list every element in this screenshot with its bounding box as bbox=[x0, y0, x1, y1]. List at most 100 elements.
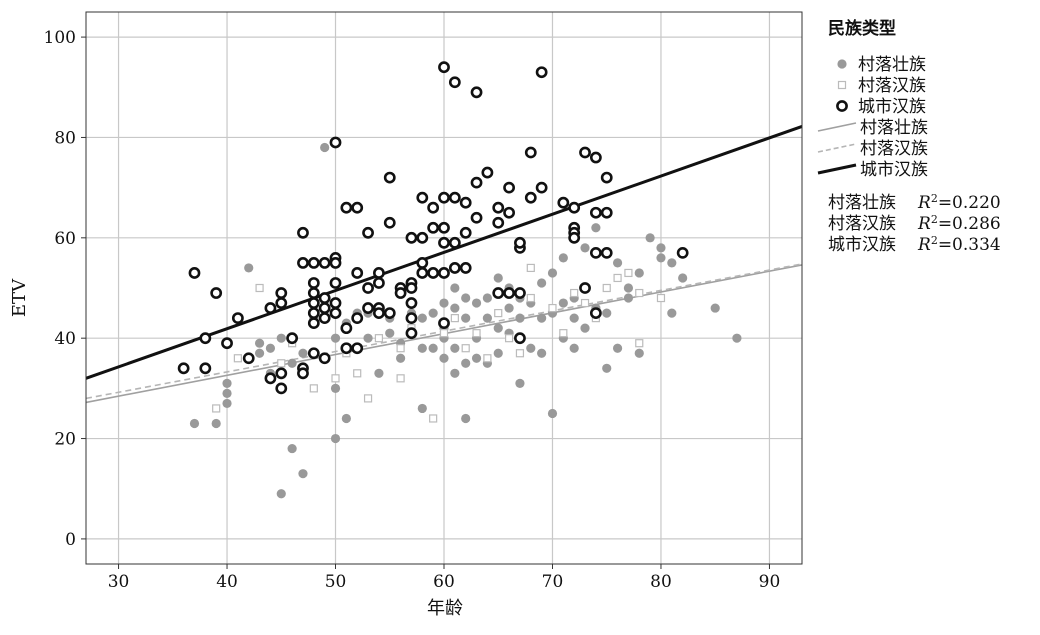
data-point bbox=[374, 334, 384, 343]
data-point bbox=[417, 343, 427, 353]
data-point bbox=[320, 142, 330, 153]
data-point bbox=[286, 332, 299, 345]
data-point bbox=[199, 362, 212, 375]
data-point bbox=[667, 308, 677, 318]
data-point bbox=[461, 344, 470, 353]
data-point bbox=[318, 302, 331, 314]
data-points bbox=[177, 61, 742, 499]
data-point bbox=[623, 293, 634, 303]
data-point bbox=[329, 277, 342, 289]
data-point bbox=[318, 257, 331, 269]
data-point bbox=[569, 313, 579, 323]
data-point bbox=[416, 231, 429, 244]
data-point bbox=[231, 312, 244, 325]
data-point bbox=[276, 333, 286, 343]
data-point bbox=[515, 349, 525, 358]
data-point bbox=[307, 257, 320, 269]
data-point bbox=[351, 201, 364, 214]
data-point bbox=[461, 293, 471, 303]
y-tick-label: 100 bbox=[44, 28, 76, 48]
x-tick-label: 60 bbox=[433, 572, 455, 592]
r-squared-label: 城市汉族 bbox=[828, 235, 896, 255]
data-point bbox=[396, 353, 406, 363]
data-point bbox=[307, 317, 320, 330]
data-point bbox=[353, 369, 362, 378]
plot-frame bbox=[85, 11, 803, 565]
data-point bbox=[341, 413, 351, 424]
y-tick-labels: 0 20 40 60 80 100 bbox=[44, 28, 76, 550]
data-point bbox=[373, 307, 385, 319]
legend-entry: 村落壮族 bbox=[817, 118, 928, 138]
legend-title: 民族类型 bbox=[828, 18, 896, 39]
data-point bbox=[242, 352, 255, 365]
data-point bbox=[416, 267, 429, 279]
series-3 bbox=[177, 61, 689, 395]
data-point bbox=[383, 216, 396, 229]
r-squared-label: 村落汉族 bbox=[828, 214, 896, 234]
data-point bbox=[275, 297, 288, 309]
legend-line bbox=[817, 122, 857, 132]
data-point bbox=[493, 323, 503, 333]
data-point bbox=[732, 333, 742, 343]
data-point bbox=[254, 348, 265, 358]
data-point bbox=[612, 258, 623, 268]
data-point bbox=[459, 226, 472, 239]
data-point bbox=[448, 236, 461, 249]
legend-entry: 村落壮族 bbox=[837, 55, 926, 75]
x-tick-label: 70 bbox=[542, 572, 564, 592]
data-point bbox=[428, 343, 438, 353]
data-point bbox=[580, 243, 590, 253]
data-point bbox=[600, 206, 613, 219]
r-squared-value: R2=0.334 bbox=[917, 234, 1001, 255]
data-point bbox=[189, 418, 200, 429]
data-point bbox=[373, 277, 385, 289]
legend-label: 城市汉族 bbox=[858, 97, 926, 117]
data-point bbox=[504, 334, 514, 343]
data-point bbox=[275, 367, 288, 380]
data-point bbox=[515, 313, 525, 323]
data-point bbox=[439, 329, 449, 338]
legend-marker bbox=[836, 100, 848, 112]
data-point bbox=[417, 313, 427, 323]
data-point bbox=[318, 312, 331, 325]
data-point bbox=[589, 307, 602, 319]
data-point bbox=[600, 171, 613, 184]
data-point bbox=[494, 308, 503, 318]
data-point bbox=[559, 329, 568, 338]
data-point bbox=[297, 257, 309, 269]
data-point bbox=[470, 86, 483, 99]
data-point bbox=[471, 298, 482, 308]
data-point bbox=[362, 226, 374, 239]
data-point bbox=[537, 278, 547, 288]
data-point bbox=[307, 297, 320, 309]
data-point bbox=[602, 308, 612, 318]
legend-entry: 城市汉族 bbox=[817, 160, 928, 180]
data-point bbox=[351, 267, 364, 279]
data-point bbox=[385, 328, 395, 338]
legend-line bbox=[817, 163, 857, 175]
data-point bbox=[374, 368, 384, 378]
data-point bbox=[493, 348, 503, 358]
data-point bbox=[503, 287, 515, 299]
legend-marker bbox=[837, 80, 847, 90]
data-point bbox=[405, 282, 418, 294]
data-point bbox=[526, 293, 535, 303]
x-tick-label: 80 bbox=[650, 572, 672, 592]
data-point bbox=[405, 231, 418, 244]
x-tick-label: 30 bbox=[108, 572, 130, 592]
data-point bbox=[461, 413, 471, 424]
data-point bbox=[482, 313, 492, 323]
data-point bbox=[244, 263, 254, 273]
r-squared-list: 村落壮族 R2=0.220 村落汉族 R2=0.286 城市汉族 R2=0.334 bbox=[828, 192, 1001, 255]
data-point bbox=[210, 287, 223, 299]
data-point bbox=[211, 418, 221, 429]
data-point bbox=[309, 384, 318, 393]
data-point bbox=[448, 76, 461, 89]
data-point bbox=[362, 282, 374, 294]
legend-entry: 村落汉族 bbox=[837, 76, 926, 96]
data-point bbox=[656, 243, 666, 253]
data-point bbox=[233, 354, 242, 363]
y-tick-label: 40 bbox=[54, 329, 76, 349]
data-point bbox=[470, 211, 483, 224]
